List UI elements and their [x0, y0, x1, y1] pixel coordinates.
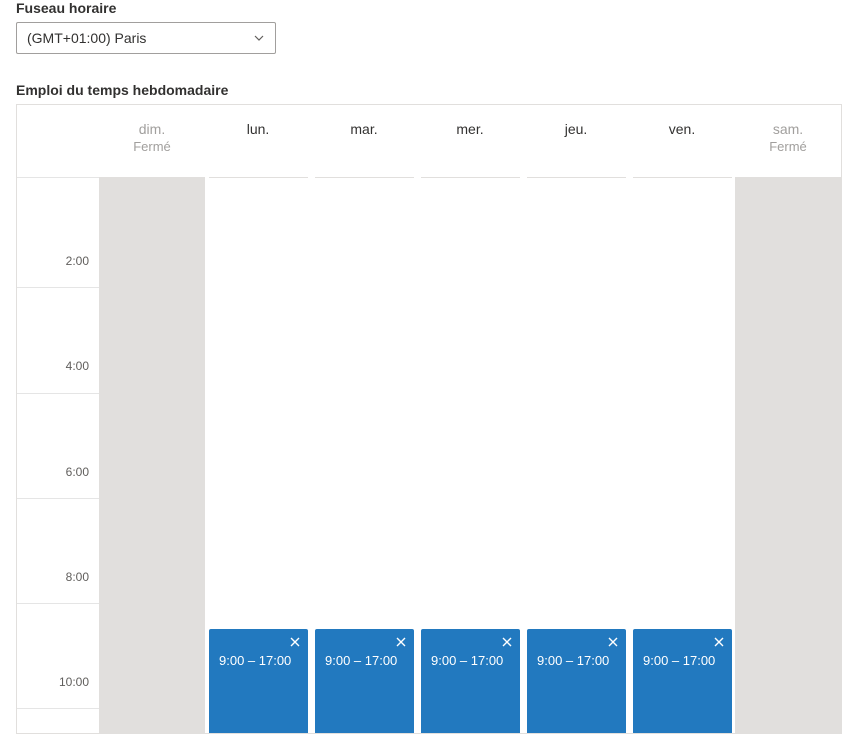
calendar-event[interactable]: 9:00 – 17:00 [421, 629, 520, 733]
calendar-day-closed-label: Fermé [99, 139, 205, 154]
calendar-event-time: 9:00 – 17:00 [431, 653, 512, 668]
calendar-day-separator [527, 177, 626, 178]
calendar-header-row: dim.Fermélun.mar.mer.jeu.ven.sam.Fermé [17, 105, 841, 177]
calendar-day-separator [633, 177, 732, 178]
calendar-day-closed-label: Fermé [735, 139, 841, 154]
calendar-day-column[interactable]: 9:00 – 17:00 [417, 177, 523, 733]
calendar-event-time: 9:00 – 17:00 [643, 653, 724, 668]
calendar-day-header: mer. [417, 105, 523, 177]
calendar-event[interactable]: 9:00 – 17:00 [527, 629, 626, 733]
calendar-day-header: dim. Fermé [99, 105, 205, 177]
calendar-day-name: mer. [417, 121, 523, 137]
calendar-event-time: 9:00 – 17:00 [537, 653, 618, 668]
calendar-time-hairline [17, 287, 99, 288]
calendar-day-separator [421, 177, 520, 178]
calendar-header-time-spacer [17, 105, 99, 177]
calendar-day-column[interactable]: 9:00 – 17:00 [205, 177, 311, 733]
calendar-time-tick: 8:00 [66, 570, 89, 584]
close-icon[interactable] [606, 635, 620, 649]
calendar-event[interactable]: 9:00 – 17:00 [315, 629, 414, 733]
close-icon[interactable] [394, 635, 408, 649]
close-icon[interactable] [500, 635, 514, 649]
calendar-time-tick: 10:00 [59, 675, 89, 689]
calendar-day-name: jeu. [523, 121, 629, 137]
calendar-time-hairline [17, 393, 99, 394]
calendar-day-separator [315, 177, 414, 178]
calendar-event[interactable]: 9:00 – 17:00 [209, 629, 308, 733]
calendar-event-time: 9:00 – 17:00 [325, 653, 406, 668]
calendar-time-axis: 2:00 4:00 6:00 8:00 10:00 [17, 177, 99, 733]
timezone-label: Fuseau horaire [16, 0, 846, 16]
close-icon[interactable] [712, 635, 726, 649]
weekly-calendar: dim.Fermélun.mar.mer.jeu.ven.sam.Fermé 2… [16, 104, 842, 734]
calendar-day-header: ven. [629, 105, 735, 177]
calendar-time-hairline [17, 603, 99, 604]
calendar-day-name: dim. [99, 121, 205, 137]
timezone-selected-value: (GMT+01:00) Paris [27, 30, 146, 46]
calendar-day-name: mar. [311, 121, 417, 137]
calendar-time-hairline [17, 708, 99, 709]
calendar-day-header: sam. Fermé [735, 105, 841, 177]
chevron-down-icon [253, 32, 265, 44]
calendar-event-time: 9:00 – 17:00 [219, 653, 300, 668]
timezone-dropdown[interactable]: (GMT+01:00) Paris [16, 22, 276, 54]
calendar-day-column[interactable]: 9:00 – 17:00 [523, 177, 629, 733]
calendar-day-header: lun. [205, 105, 311, 177]
calendar-day-separator [209, 177, 308, 178]
calendar-time-hairline [17, 177, 99, 178]
timezone-section: Fuseau horaire (GMT+01:00) Paris [0, 0, 862, 70]
calendar-body: 2:00 4:00 6:00 8:00 10:00 9:00 – 17:00 9:00 –… [17, 177, 841, 733]
calendar-day-name: ven. [629, 121, 735, 137]
calendar-day-column[interactable]: 9:00 – 17:00 [311, 177, 417, 733]
calendar-event[interactable]: 9:00 – 17:00 [633, 629, 732, 733]
calendar-day-header: mar. [311, 105, 417, 177]
schedule-title: Emploi du temps hebdomadaire [0, 70, 862, 104]
calendar-time-tick: 6:00 [66, 465, 89, 479]
calendar-day-name: lun. [205, 121, 311, 137]
calendar-day-name: sam. [735, 121, 841, 137]
calendar-time-tick: 2:00 [66, 254, 89, 268]
calendar-time-tick: 4:00 [66, 359, 89, 373]
calendar-day-column[interactable] [99, 177, 205, 733]
calendar-day-column[interactable] [735, 177, 841, 733]
calendar-time-hairline [17, 498, 99, 499]
calendar-day-header: jeu. [523, 105, 629, 177]
calendar-day-column[interactable]: 9:00 – 17:00 [629, 177, 735, 733]
close-icon[interactable] [288, 635, 302, 649]
